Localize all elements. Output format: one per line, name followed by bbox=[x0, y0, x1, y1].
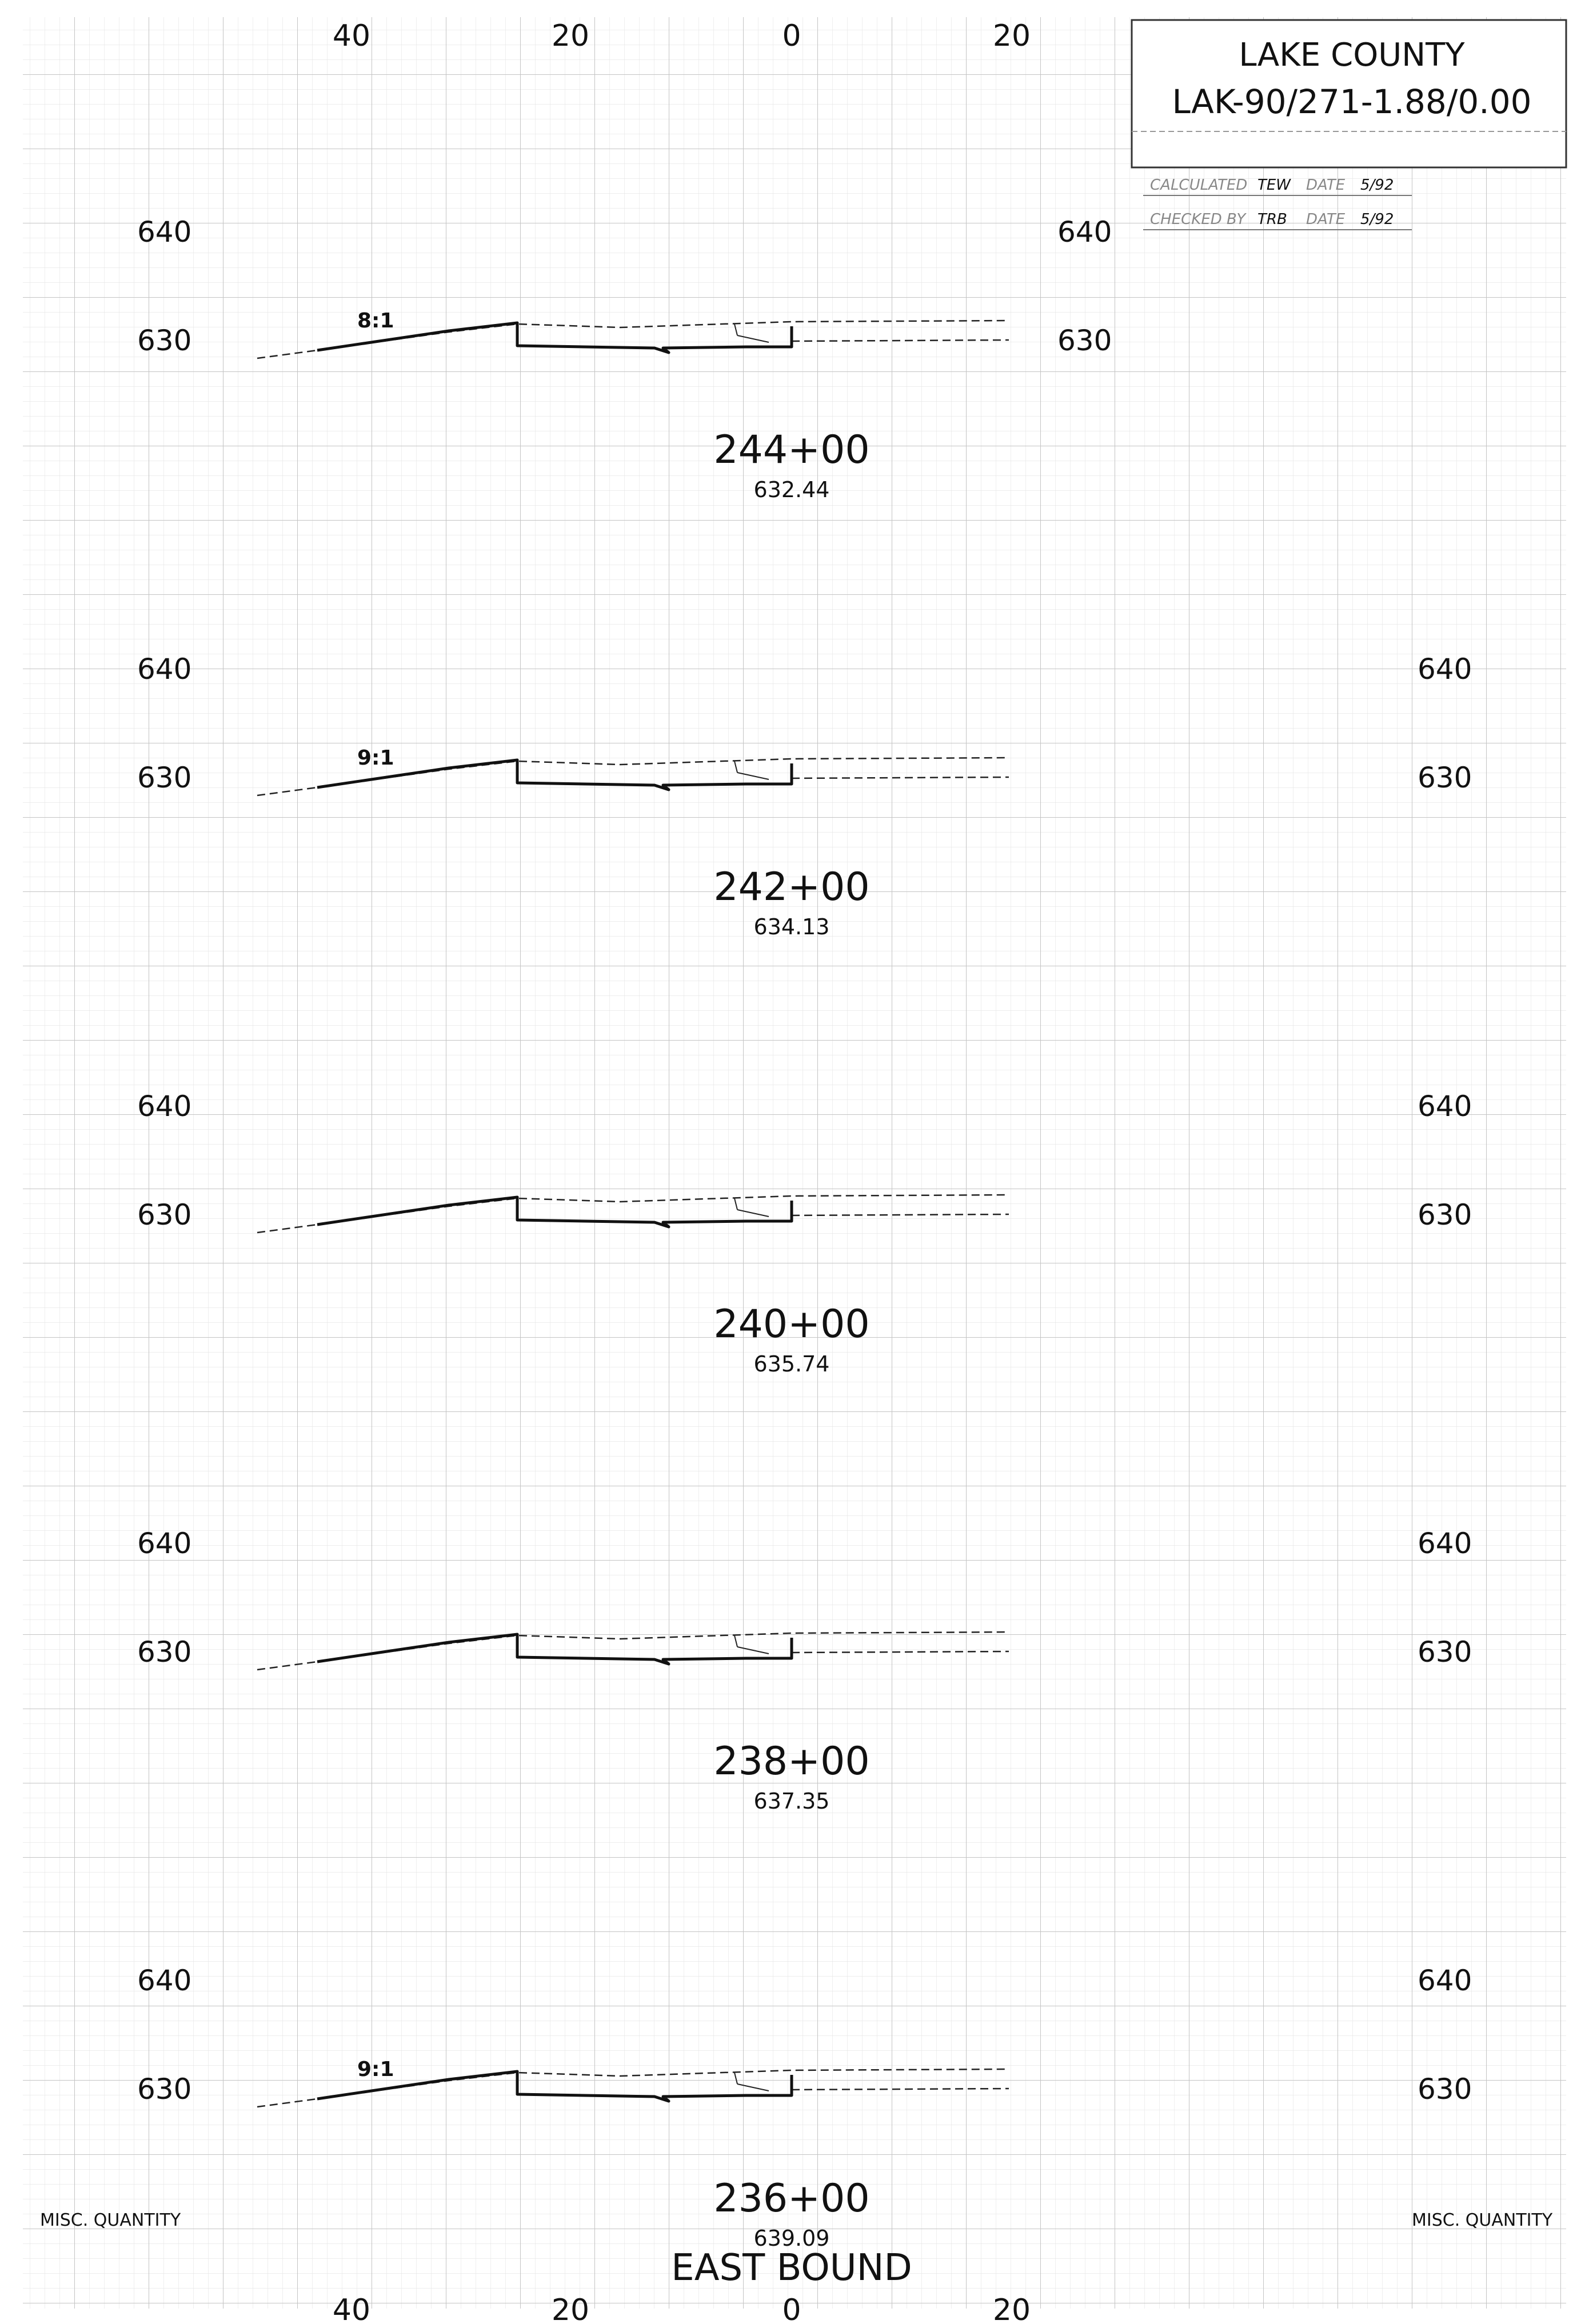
elevation-label: 640 bbox=[1418, 1527, 1472, 1560]
top-offset-label: 20 bbox=[993, 19, 1031, 53]
title-block: LAKE COUNTY LAK-90/271-1.88/0.00 CALCULA… bbox=[1131, 19, 1567, 230]
elevation-label: 640 bbox=[137, 653, 191, 686]
bottom-offset-label: 20 bbox=[993, 2293, 1031, 2324]
grade-elevation-label: 634.13 bbox=[754, 914, 830, 939]
elevation-label: 630 bbox=[1418, 761, 1472, 794]
elevation-label: 640 bbox=[1057, 215, 1112, 249]
proposed-section-line bbox=[317, 321, 793, 354]
slope-label: 9:1 bbox=[357, 2058, 394, 2081]
existing-ground-line bbox=[791, 1650, 1009, 1654]
elevation-label: 640 bbox=[1418, 653, 1472, 686]
station-label: 244+00 bbox=[713, 427, 869, 473]
bottom-offset-label: 40 bbox=[333, 2293, 370, 2324]
centerline-mark bbox=[734, 323, 769, 343]
cross-section: 640 630 640 630 238+00 637.35 bbox=[137, 1527, 1472, 1814]
misc-quantity-right: MISC. QUANTITY bbox=[1412, 2210, 1553, 2230]
proposed-section-line bbox=[317, 2070, 793, 2103]
cross-section: 640 630 640 630 9:1 236+00 639.09 bbox=[137, 1964, 1472, 2251]
elevation-label: 640 bbox=[137, 1527, 191, 1560]
footer: MISC. QUANTITY MISC. QUANTITY EAST BOUND bbox=[40, 2210, 1553, 2289]
grade-elevation-label: 637.35 bbox=[754, 1789, 830, 1814]
project-number: LAK-90/271-1.88/0.00 bbox=[1172, 82, 1532, 121]
cross-section: 640 630 640 630 8:1 244+00 632.44 bbox=[137, 215, 1112, 502]
proposed-section-line bbox=[317, 1633, 793, 1666]
top-offset-label: 0 bbox=[782, 19, 801, 53]
elevation-label: 630 bbox=[137, 1635, 191, 1669]
centerline-mark bbox=[734, 2072, 769, 2091]
cross-section: 640 630 640 630 240+00 635.74 bbox=[137, 1090, 1472, 1377]
bottom-offset-label: 20 bbox=[552, 2293, 589, 2324]
station-label: 240+00 bbox=[713, 1302, 869, 1347]
elevation-label: 630 bbox=[137, 761, 191, 794]
elevation-label: 640 bbox=[137, 215, 191, 249]
proposed-section-line bbox=[317, 758, 793, 791]
top-offset-label: 40 bbox=[333, 19, 370, 53]
cross-sections: 640 630 640 630 8:1 244+00 632.44 640 630 640 630 9… bbox=[137, 215, 1472, 2251]
elevation-label: 630 bbox=[1418, 1635, 1472, 1669]
major-grid bbox=[23, 17, 1566, 2309]
elevation-label: 640 bbox=[137, 1090, 191, 1123]
checked-date-label: DATE bbox=[1306, 211, 1346, 228]
proposed-section-line bbox=[317, 1195, 793, 1229]
elevation-label: 630 bbox=[1418, 2073, 1472, 2106]
checked-initials: TRB bbox=[1257, 211, 1287, 228]
misc-quantity-left: MISC. QUANTITY bbox=[40, 2210, 181, 2230]
elevation-label: 630 bbox=[137, 2073, 191, 2106]
centerline-mark bbox=[734, 1198, 769, 1217]
elevation-label: 630 bbox=[137, 324, 191, 357]
cross-section: 640 630 640 630 9:1 242+00 634.13 bbox=[137, 653, 1472, 939]
calculated-date: 5/92 bbox=[1360, 177, 1394, 194]
station-label: 236+00 bbox=[713, 2176, 869, 2221]
station-label: 238+00 bbox=[713, 1739, 869, 1784]
elevation-label: 630 bbox=[137, 1198, 191, 1231]
elevation-label: 640 bbox=[137, 1964, 191, 1997]
elevation-label: 640 bbox=[1418, 1090, 1472, 1123]
existing-ground-line bbox=[791, 1213, 1009, 1217]
title-block-frame bbox=[1131, 19, 1567, 169]
grade-elevation-label: 639.09 bbox=[754, 2226, 830, 2251]
slope-label: 8:1 bbox=[357, 309, 394, 333]
existing-ground-line bbox=[791, 776, 1009, 779]
elevation-label: 630 bbox=[1057, 324, 1112, 357]
bottom-offset-axis: 40 20 0 20 bbox=[333, 2293, 1031, 2324]
centerline-mark bbox=[734, 761, 769, 780]
top-offset-label: 20 bbox=[552, 19, 589, 53]
grade-elevation-label: 635.74 bbox=[754, 1351, 830, 1377]
station-label: 242+00 bbox=[713, 865, 869, 910]
slope-label: 9:1 bbox=[357, 746, 394, 770]
grade-elevation-label: 632.44 bbox=[754, 477, 830, 502]
bottom-offset-label: 0 bbox=[782, 2293, 801, 2324]
calculated-initials: TEW bbox=[1257, 177, 1291, 194]
calculated-label: CALCULATED bbox=[1150, 177, 1247, 194]
existing-ground-line bbox=[791, 2087, 1009, 2091]
county-name: LAKE COUNTY bbox=[1239, 37, 1465, 74]
centerline-mark bbox=[734, 1635, 769, 1654]
direction-label: EAST BOUND bbox=[671, 2247, 912, 2289]
calculated-date-label: DATE bbox=[1306, 177, 1346, 194]
checked-date: 5/92 bbox=[1360, 211, 1394, 228]
checked-label: CHECKED BY bbox=[1150, 211, 1247, 228]
top-offset-axis: 40 20 0 20 bbox=[333, 19, 1031, 53]
elevation-label: 640 bbox=[1418, 1964, 1472, 1997]
elevation-label: 630 bbox=[1418, 1198, 1472, 1231]
existing-ground-line bbox=[791, 339, 1009, 342]
